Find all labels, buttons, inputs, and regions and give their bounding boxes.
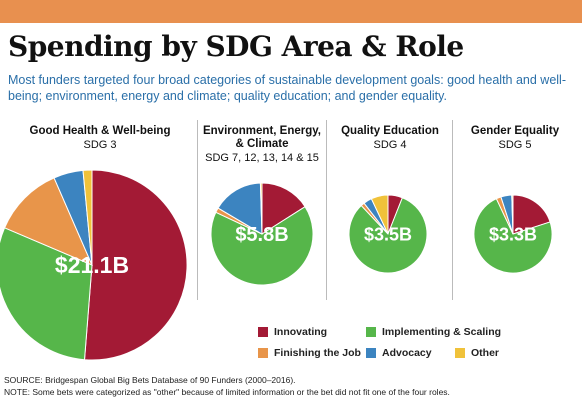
accent-bar <box>0 0 582 23</box>
chart-title-education: Quality Education <box>341 125 439 137</box>
pie-total-label-gender: $3.3B <box>489 224 537 244</box>
pie-slice-health-finishing-the-job <box>3 177 93 266</box>
pie-slice-environment-innovating <box>261 182 306 235</box>
chart-title-environment: Environment, Energy, & Climate <box>202 125 321 150</box>
legend-label: Other <box>471 347 500 359</box>
page-title: Spending by SDG Area & Role <box>8 30 464 63</box>
legend-item-finishing-the-job: Finishing the Job <box>258 347 361 359</box>
legend-label: Innovating <box>274 326 328 338</box>
footnote: NOTE: Some bets were categorized as "oth… <box>4 387 450 397</box>
pie-slice-environment-implementing-scaling <box>210 205 314 286</box>
pie-total-label-health: $21.1B <box>55 252 129 278</box>
pie-slice-environment-other <box>259 182 263 235</box>
pie-slice-gender-innovating <box>512 194 551 235</box>
legend-swatch <box>258 348 268 358</box>
pie-slice-health-innovating <box>83 169 188 361</box>
legend-swatch <box>366 327 376 337</box>
pie-slice-education-other <box>370 194 389 235</box>
legend-item-advocacy: Advocacy <box>366 347 432 359</box>
page-subtitle: Most funders targeted four broad categor… <box>8 73 566 103</box>
pie-slice-health-other <box>82 169 93 266</box>
chart-subtitle-health: SDG 3 <box>83 139 117 151</box>
pie-slice-education-implementing-scaling <box>348 197 428 274</box>
chart-subtitle-gender: SDG 5 <box>498 139 532 151</box>
source-note: SOURCE: Bridgespan Global Big Bets Datab… <box>4 375 296 385</box>
legend-item-other: Other <box>455 347 499 359</box>
legend-label: Implementing & Scaling <box>382 326 502 338</box>
pie-slice-gender-other <box>511 194 514 235</box>
pie-slice-gender-implementing-scaling <box>473 198 553 274</box>
legend-swatch <box>455 348 465 358</box>
chart-title-gender: Gender Equality <box>470 125 560 137</box>
pie-total-label-education: $3.5B <box>364 224 412 244</box>
chart-title-health: Good Health & Well-being <box>29 125 171 137</box>
legend-item-innovating: Innovating <box>258 326 327 338</box>
chart-subtitle-environment: SDG 7, 12, 13, 14 & 15 <box>205 152 319 164</box>
legend-swatch <box>258 327 268 337</box>
legend-item-implementing-scaling: Implementing & Scaling <box>366 326 501 338</box>
pie-slice-health-implementing-scaling <box>0 227 93 361</box>
legend-swatch <box>366 348 376 358</box>
chart-subtitle-education: SDG 4 <box>373 139 407 151</box>
column-divider <box>326 120 327 300</box>
pie-total-label-environment: $5.8B <box>235 224 288 246</box>
legend-label: Advocacy <box>382 347 432 359</box>
legend-label: Finishing the Job <box>274 347 361 359</box>
column-divider <box>197 120 198 300</box>
column-divider <box>452 120 453 300</box>
pie-slice-environment-advocacy <box>217 182 263 235</box>
